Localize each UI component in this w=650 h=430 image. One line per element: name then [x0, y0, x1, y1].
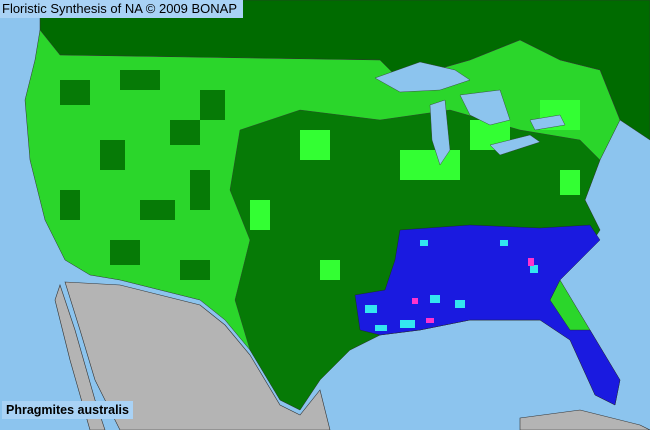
magenta-counties — [412, 258, 534, 323]
map-title: Floristic Synthesis of NA © 2009 BONAP — [0, 0, 244, 18]
cuba — [519, 409, 650, 430]
baja-california — [54, 284, 106, 430]
dark-counties-west — [60, 70, 225, 280]
great-lakes — [374, 61, 566, 166]
southeast-blue-region — [354, 224, 621, 406]
mexico-region — [64, 281, 331, 430]
cyan-counties — [365, 240, 538, 331]
species-label: Phragmites australis — [2, 401, 133, 419]
green-counties-east — [250, 100, 580, 280]
